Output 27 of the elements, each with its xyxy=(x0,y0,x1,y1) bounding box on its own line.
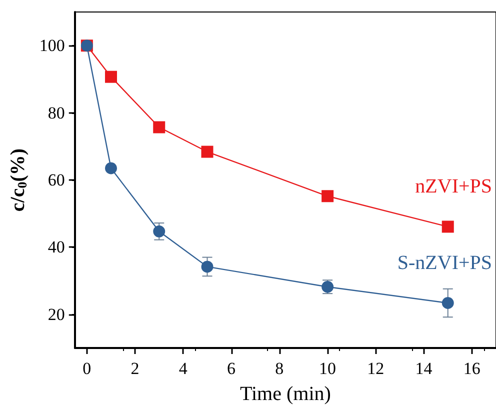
x-tick-label: 16 xyxy=(463,359,480,378)
y-axis-title: c/c0(%) xyxy=(7,148,30,212)
y-tick-label: 60 xyxy=(48,170,65,190)
x-tick-label: 12 xyxy=(367,359,384,378)
x-tick-label: 4 xyxy=(178,359,188,378)
x-axis-title: Time (min) xyxy=(240,383,331,405)
series-label: S-nZVI+PS xyxy=(397,252,492,274)
y-tick-label: 40 xyxy=(48,238,65,257)
y-tick-label: 80 xyxy=(48,103,65,122)
x-tick-label: 10 xyxy=(319,359,336,378)
y-tick-label: 20 xyxy=(48,304,65,324)
series-label: nZVI+PS xyxy=(415,176,492,198)
point xyxy=(201,260,214,273)
x-tick-label: 0 xyxy=(82,359,92,378)
point xyxy=(153,225,166,238)
x-tick-label: 2 xyxy=(130,359,140,378)
point xyxy=(201,146,214,158)
point xyxy=(104,70,117,83)
point xyxy=(322,190,334,202)
x-tick-label: 14 xyxy=(415,359,433,378)
point xyxy=(442,296,454,309)
y-tick-label: 100 xyxy=(39,36,65,56)
x-tick-label: 6 xyxy=(227,359,236,378)
point xyxy=(105,162,117,174)
point xyxy=(442,220,454,233)
x-tick-label: 8 xyxy=(275,359,284,378)
point xyxy=(153,121,166,134)
